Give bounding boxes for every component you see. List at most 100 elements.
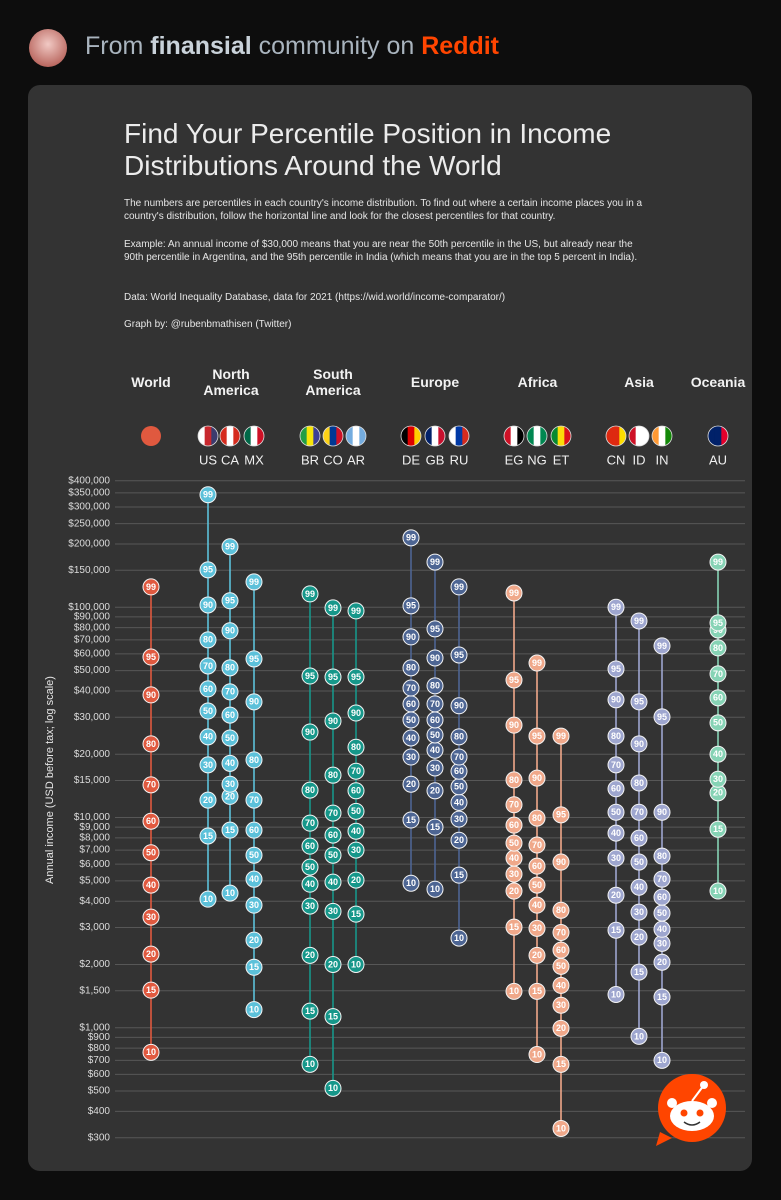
y-tick-label: $50,000 [74, 665, 111, 676]
flag [504, 426, 524, 446]
flag-stripe [352, 426, 360, 446]
flag-stripe [612, 426, 620, 446]
percentile-label: 30 [351, 845, 361, 855]
percentile-label: 95 [509, 675, 519, 685]
percentile-label: 70 [556, 927, 566, 937]
percentile-dot [347, 738, 365, 756]
percentile-label: 30 [146, 912, 156, 922]
percentile-dot [199, 890, 217, 908]
percentile-label: 95 [454, 650, 464, 660]
flag [346, 426, 366, 446]
percentile-dot [450, 578, 468, 596]
percentile-label: 95 [713, 618, 723, 628]
percentile-label: 70 [509, 800, 519, 810]
percentile-dot [324, 873, 342, 891]
percentile-label: 90 [203, 600, 213, 610]
percentile-dot [142, 686, 160, 704]
flag-stripe [359, 426, 366, 446]
flag-stripe [557, 426, 565, 446]
percentile-dot [347, 602, 365, 620]
percentile-label: 99 [634, 616, 644, 626]
percentile-dot [402, 874, 420, 892]
percentile-dot [142, 981, 160, 999]
percentile-label: 80 [203, 635, 213, 645]
percentile-label: 30 [532, 923, 542, 933]
percentile-dot [402, 628, 420, 646]
percentile-dot [505, 918, 523, 936]
percentile-label: 90 [146, 690, 156, 700]
percentile-label: 95 [146, 652, 156, 662]
flag-stripe [323, 426, 331, 446]
percentile-dot [552, 727, 570, 745]
credit: Graph by: @rubenbmathisen (Twitter) [124, 319, 292, 330]
percentile-dot [142, 648, 160, 666]
flag-outline [550, 425, 572, 447]
y-tick-label: $40,000 [74, 686, 111, 697]
world-marker [141, 426, 161, 446]
percentile-label: 20 [611, 890, 621, 900]
percentile-dot [347, 782, 365, 800]
percentile-dot [505, 982, 523, 1000]
country-code: GB [426, 452, 445, 467]
y-tick-label: $400,000 [68, 475, 110, 486]
percentile-label: 50 [454, 782, 464, 792]
community-name[interactable]: finansial [150, 32, 252, 60]
percentile-dot [221, 659, 239, 677]
percentile-dot [528, 727, 546, 745]
percentile-dot [552, 1019, 570, 1037]
percentile-label: 15 [430, 822, 440, 832]
percentile-dot [301, 781, 319, 799]
percentile-label: 40 [225, 758, 235, 768]
percentile-label: 90 [532, 773, 542, 783]
country-code: IN [656, 452, 669, 467]
percentile-dot [528, 946, 546, 964]
percentile-label: 10 [146, 1047, 156, 1057]
percentile-dot [324, 1079, 342, 1097]
flag-outline [345, 425, 367, 447]
percentile-dot [528, 896, 546, 914]
flag-stripe [629, 426, 637, 446]
percentile-dot [653, 847, 671, 865]
flag-outline [651, 425, 673, 447]
percentile-label: 95 [225, 596, 235, 606]
avatar[interactable] [29, 29, 67, 67]
percentile-dot [528, 919, 546, 937]
percentile-dot [607, 691, 625, 709]
percentile-label: 15 [406, 815, 416, 825]
percentile-label: 80 [406, 663, 416, 673]
flag-outline [424, 425, 446, 447]
percentile-label: 70 [430, 699, 440, 709]
percentile-dot [505, 771, 523, 789]
percentile-label: 95 [634, 697, 644, 707]
flag-stripe [708, 426, 716, 446]
logo-face [670, 1101, 714, 1131]
y-tick-label: $900 [88, 1032, 111, 1043]
y-tick-label: $150,000 [68, 565, 110, 576]
flag-stripe [438, 426, 445, 446]
percentile-dot [505, 834, 523, 852]
percentile-label: 70 [225, 687, 235, 697]
percentile-dot [653, 953, 671, 971]
country-code: AR [347, 452, 365, 467]
percentile-label: 60 [532, 861, 542, 871]
percentile-dot [245, 896, 263, 914]
site-name[interactable]: Reddit [421, 32, 500, 60]
percentile-label: 80 [611, 731, 621, 741]
percentile-label: 80 [146, 739, 156, 749]
percentile-label: 60 [225, 710, 235, 720]
logo-bubble [656, 1132, 672, 1146]
percentile-label: 40 [249, 874, 259, 884]
percentile-label: 70 [328, 808, 338, 818]
percentile-label: 15 [634, 967, 644, 977]
percentile-dot [653, 988, 671, 1006]
y-tick-label: $1,500 [79, 985, 110, 996]
y-tick-label: $300,000 [68, 502, 110, 513]
percentile-label: 30 [657, 938, 667, 948]
flag [708, 426, 728, 446]
country-code: ET [553, 452, 570, 467]
logo-stalk [691, 1084, 705, 1102]
flag-stripe [527, 426, 535, 446]
percentile-dot [630, 693, 648, 711]
percentile-label: 99 [146, 582, 156, 592]
percentile-dot [552, 806, 570, 824]
